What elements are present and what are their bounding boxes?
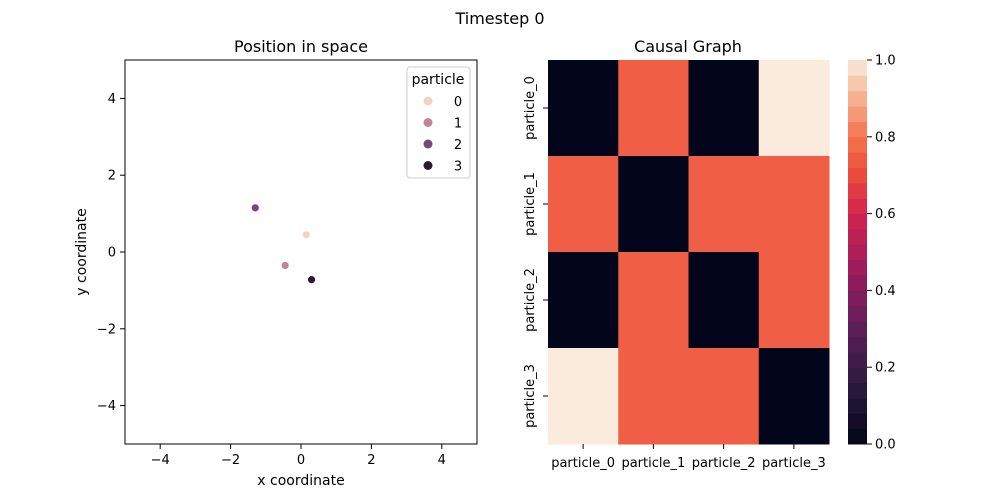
colorbar-band (848, 228, 867, 245)
figure-suptitle: Timestep 0 (454, 9, 544, 28)
colorbar-band (848, 259, 867, 276)
heatmap-cell (758, 156, 830, 253)
scatter-ticks: −4 −2 0 2 4 −4 −2 0 2 4 (97, 92, 446, 468)
colorbar-band (848, 136, 867, 153)
heatmap-cell (758, 348, 830, 445)
legend-items: 0 1 2 3 (423, 95, 462, 175)
legend-marker (423, 139, 433, 149)
y-tick-label: 4 (108, 92, 116, 107)
heatmap-x-tick-label: particle_0 (551, 456, 615, 471)
colorbar-band (848, 382, 867, 399)
colorbar-tick-label: 1.0 (875, 54, 896, 69)
legend-label: 0 (454, 95, 462, 110)
colorbar-band (848, 305, 867, 322)
colorbar-band (848, 60, 867, 76)
legend-label: 3 (454, 160, 462, 175)
heatmap-x-tick-label: particle_2 (692, 456, 756, 471)
legend-label: 1 (454, 117, 462, 132)
heatmap-cell (548, 156, 619, 253)
heatmap-y-tick-label: particle_1 (523, 172, 538, 236)
heatmap-cell (688, 156, 760, 253)
scatter-point (307, 275, 316, 285)
colorbar-band (848, 75, 867, 92)
colorbar-band (848, 90, 867, 107)
legend-frame (406, 66, 471, 179)
y-tick-label: 0 (108, 246, 116, 261)
y-axis-label: y coordinate (74, 208, 90, 295)
colorbar-band (848, 413, 867, 430)
colorbar-band (848, 213, 867, 230)
colorbar-tick-label: 0.0 (875, 438, 896, 453)
colorbar-band (848, 152, 867, 169)
legend-marker (423, 118, 433, 127)
colorbar-band (848, 106, 867, 122)
x-tick-label: 4 (438, 453, 446, 468)
heatmap-title: Causal Graph (634, 37, 742, 56)
colorbar-band (848, 167, 867, 184)
heatmap-x-tick-label: particle_3 (762, 456, 826, 471)
heatmap-cell (688, 60, 760, 157)
scatter-panel: Position in space −4 −2 0 2 4 −4 −2 0 2 4 x coord… (74, 37, 478, 489)
heatmap-panel: Causal Graph particle_0 particle_1 particl… (523, 37, 896, 471)
legend-title: particle (412, 72, 465, 88)
scatter-point (250, 203, 260, 213)
colorbar-tick-label: 0.4 (875, 284, 896, 299)
heatmap-cells (548, 60, 830, 445)
colorbar-band (848, 244, 867, 261)
scatter-legend: particle 0 1 2 3 (406, 66, 471, 179)
colorbar-tick-label: 0.8 (875, 130, 896, 145)
heatmap-cell (618, 348, 689, 445)
x-tick-label: −4 (151, 453, 170, 468)
x-tick-label: 0 (297, 453, 305, 468)
colorbar-tick-label: 0.6 (875, 207, 896, 222)
colorbar-band (848, 275, 867, 291)
heatmap-y-tick-label: particle_3 (523, 364, 538, 428)
scatter-title: Position in space (234, 37, 368, 56)
colorbar-band (848, 351, 867, 368)
heatmap-cell (618, 156, 689, 253)
colorbar-tick-label: 0.2 (875, 361, 896, 376)
x-axis-label: x coordinate (257, 473, 344, 489)
heatmap-cell (548, 348, 619, 445)
y-tick-label: 2 (108, 169, 116, 184)
heatmap-y-tick-label: particle_0 (523, 76, 538, 140)
heatmap-cell (618, 60, 689, 157)
colorbar-band (848, 428, 867, 445)
scatter-axes-frame (124, 59, 478, 445)
legend-marker (423, 161, 433, 170)
heatmap-cell (548, 252, 619, 349)
heatmap-y-tick-label: particle_2 (523, 268, 538, 332)
scatter-points (250, 203, 316, 285)
colorbar-band (848, 397, 867, 414)
legend-label: 2 (454, 138, 462, 153)
colorbar-band (848, 290, 867, 307)
scatter-point (301, 230, 311, 240)
colorbar-band (848, 198, 867, 215)
scatter-point (280, 261, 290, 270)
colorbar-band (848, 336, 867, 353)
heatmap-x-ticklabels: particle_0 particle_1 particle_2 particle_3 (551, 444, 826, 471)
heatmap-cell (688, 348, 760, 445)
heatmap-cell (758, 252, 830, 349)
heatmap-y-ticklabels: particle_0 particle_1 particle_2 particle_3 (523, 76, 548, 428)
heatmap-cell (548, 60, 619, 157)
y-tick-label: −2 (97, 322, 116, 337)
x-tick-label: −2 (221, 453, 240, 468)
heatmap-x-tick-label: particle_1 (621, 456, 685, 471)
colorbar-band (848, 321, 867, 337)
heatmap-cell (688, 252, 760, 349)
colorbar-band (848, 121, 867, 138)
colorbar-band (848, 367, 867, 384)
x-tick-label: 2 (367, 453, 375, 468)
legend-marker (423, 96, 433, 106)
heatmap-cell (758, 60, 830, 157)
heatmap-cell (618, 252, 689, 349)
colorbar-band (848, 182, 867, 199)
y-tick-label: −4 (97, 399, 116, 414)
colorbar: 0.0 0.2 0.4 0.6 0.8 1.0 (848, 54, 896, 453)
